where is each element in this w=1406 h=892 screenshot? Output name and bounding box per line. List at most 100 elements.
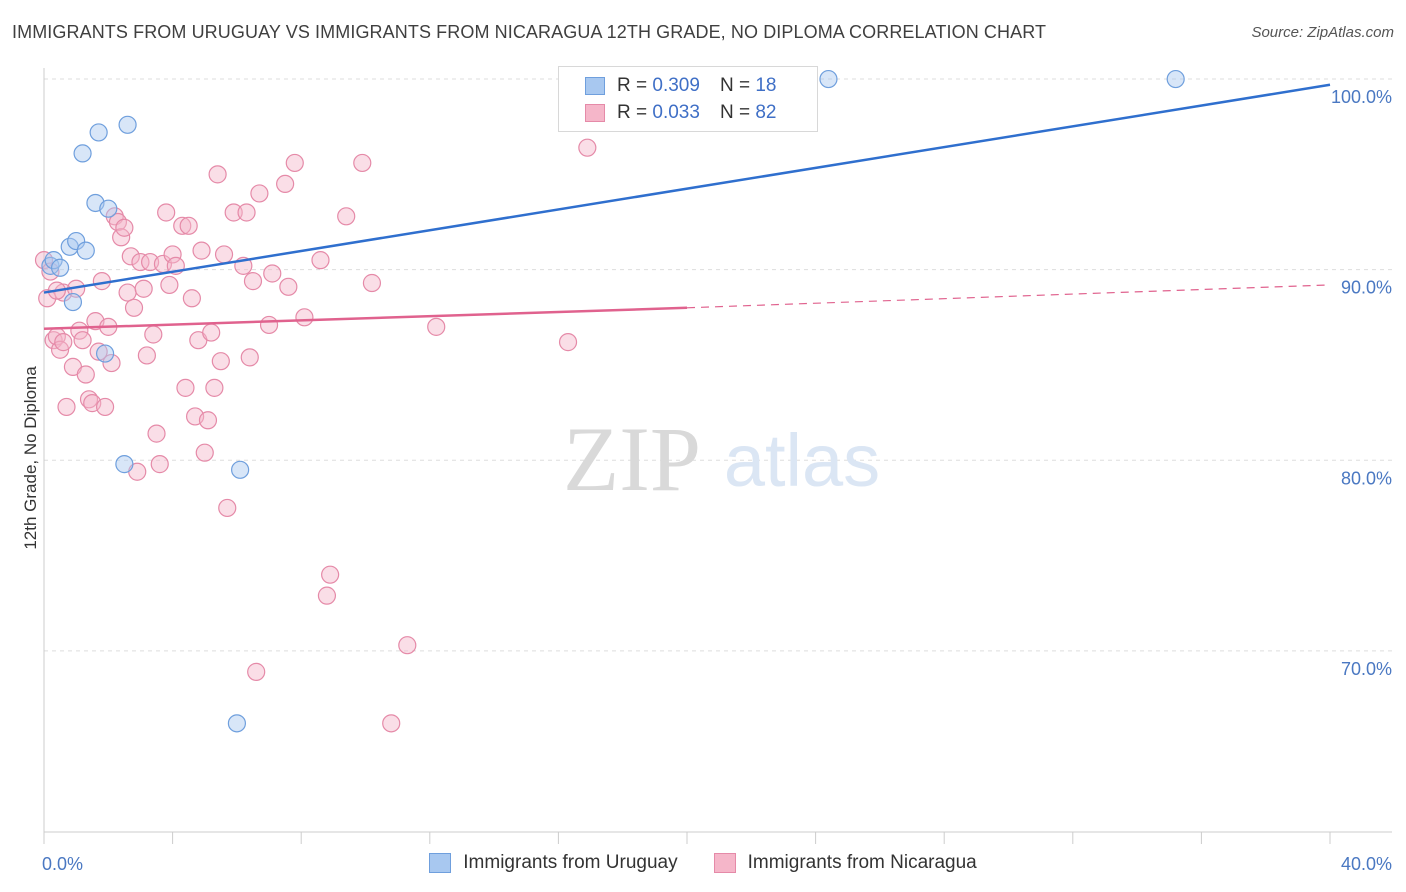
- nicaragua-point: [195, 443, 214, 462]
- watermark-atlas: atlas: [724, 419, 880, 502]
- series-swatch-uruguay: [429, 853, 452, 873]
- chart-title: IMMIGRANTS FROM URUGUAY VS IMMIGRANTS FR…: [12, 22, 1047, 42]
- y-tick-label: 100.0%: [1331, 87, 1392, 107]
- nicaragua-point: [179, 216, 198, 235]
- legend-n-label: N =: [719, 75, 751, 96]
- nicaragua-point: [208, 165, 227, 184]
- uruguay-point: [227, 714, 246, 733]
- uruguay-point: [231, 460, 250, 479]
- uruguay-point: [99, 199, 118, 218]
- nicaragua-points: [34, 138, 597, 733]
- nicaragua-point: [163, 245, 182, 264]
- series-label-nicaragua: Immigrants from Nicaragua: [747, 852, 977, 873]
- nicaragua-point: [137, 346, 156, 365]
- nicaragua-point: [382, 714, 401, 733]
- nicaragua-point: [102, 353, 121, 373]
- nicaragua-point: [150, 455, 169, 474]
- nicaragua-point: [121, 247, 140, 266]
- nicaragua-point: [198, 411, 218, 430]
- series-legend-uruguay: Immigrants from Uruguay: [429, 852, 678, 874]
- nicaragua-point: [237, 203, 256, 222]
- nicaragua-point: [205, 378, 224, 397]
- nicaragua-point: [38, 289, 57, 308]
- nicaragua-point: [202, 323, 221, 342]
- nicaragua-point: [76, 365, 95, 384]
- uruguay-point: [89, 123, 108, 142]
- nicaragua-trend-line: [43, 306, 688, 331]
- uruguay-point: [1166, 69, 1185, 89]
- nicaragua-point: [243, 272, 263, 291]
- source-label: Source: ZipAtlas.com: [1251, 24, 1394, 41]
- nicaragua-point: [41, 262, 60, 281]
- nicaragua-point: [224, 203, 243, 222]
- nicaragua-point: [279, 277, 298, 296]
- legend-row-nicaragua: R = 0.033 N = 82: [585, 100, 776, 126]
- nicaragua-point: [112, 228, 131, 247]
- series-swatch-nicaragua: [713, 853, 736, 873]
- trend-layer: [43, 83, 1331, 331]
- legend-r-nicaragua: 0.033: [652, 102, 700, 123]
- nicaragua-point: [73, 331, 92, 350]
- uruguay-point: [95, 344, 115, 363]
- nicaragua-point: [276, 174, 295, 194]
- nicaragua-point: [214, 245, 234, 264]
- legend-n-uruguay: 18: [755, 75, 777, 96]
- uruguay-point: [76, 241, 95, 260]
- nicaragua-point: [353, 153, 372, 173]
- legend-r-label: R =: [617, 75, 648, 96]
- nicaragua-point: [218, 498, 237, 518]
- stats-legend: R = 0.309 N = 18 R = 0.033 N = 82: [558, 66, 818, 132]
- legend-n-nicaragua: 82: [755, 102, 777, 123]
- nicaragua-point: [211, 352, 230, 371]
- nicaragua-point: [295, 308, 314, 327]
- series-legend: Immigrants from Uruguay Immigrants from …: [0, 852, 1406, 874]
- nicaragua-point: [57, 397, 76, 417]
- uruguay-point: [50, 258, 70, 277]
- nicaragua-point: [240, 348, 259, 367]
- nicaragua-point: [173, 216, 192, 235]
- nicaragua-point: [337, 207, 356, 226]
- nicaragua-point: [247, 662, 266, 681]
- nicaragua-point: [147, 424, 166, 443]
- series-label-uruguay: Immigrants from Uruguay: [463, 852, 678, 873]
- legend-row-uruguay: R = 0.309 N = 18: [585, 73, 776, 99]
- x-tick-label: 40.0%: [1341, 854, 1392, 874]
- nicaragua-point: [362, 273, 382, 293]
- uruguay-point: [63, 292, 83, 312]
- nicaragua-point: [54, 333, 73, 352]
- nicaragua-point: [176, 378, 195, 397]
- series-legend-nicaragua: Immigrants from Nicaragua: [713, 852, 977, 874]
- nicaragua-point: [124, 298, 144, 317]
- nicaragua-point: [263, 264, 282, 283]
- x-tick-label: 0.0%: [42, 854, 83, 874]
- legend-r-label: R =: [617, 102, 648, 123]
- uruguay-point: [118, 115, 137, 134]
- nicaragua-point: [182, 289, 201, 308]
- uruguay-points: [41, 69, 1185, 733]
- nicaragua-point: [578, 138, 597, 157]
- y-tick-label: 80.0%: [1341, 468, 1392, 488]
- nicaragua-point: [89, 342, 108, 361]
- nicaragua-point: [317, 586, 337, 605]
- y-tick-label: 90.0%: [1341, 278, 1392, 298]
- nicaragua-point: [558, 333, 578, 352]
- nicaragua-point: [259, 315, 279, 335]
- nicaragua-point: [131, 252, 150, 272]
- nicaragua-point: [95, 397, 115, 417]
- nicaragua-point: [427, 317, 446, 336]
- legend-swatch-uruguay: [585, 77, 605, 95]
- nicaragua-point: [134, 279, 153, 298]
- nicaragua-point: [118, 283, 137, 302]
- nicaragua-point: [398, 636, 417, 655]
- uruguay-point: [44, 251, 63, 270]
- watermark: ZIP atlas: [563, 408, 880, 510]
- grid-layer: [44, 78, 1392, 652]
- uruguay-point: [73, 144, 92, 163]
- nicaragua-point: [192, 241, 211, 260]
- y-axis-label: 12th Grade, No Diploma: [21, 366, 40, 550]
- nicaragua-point: [285, 153, 304, 173]
- nicaragua-point: [115, 218, 134, 237]
- y-tick-label: 70.0%: [1341, 659, 1392, 679]
- uruguay-point: [819, 69, 838, 89]
